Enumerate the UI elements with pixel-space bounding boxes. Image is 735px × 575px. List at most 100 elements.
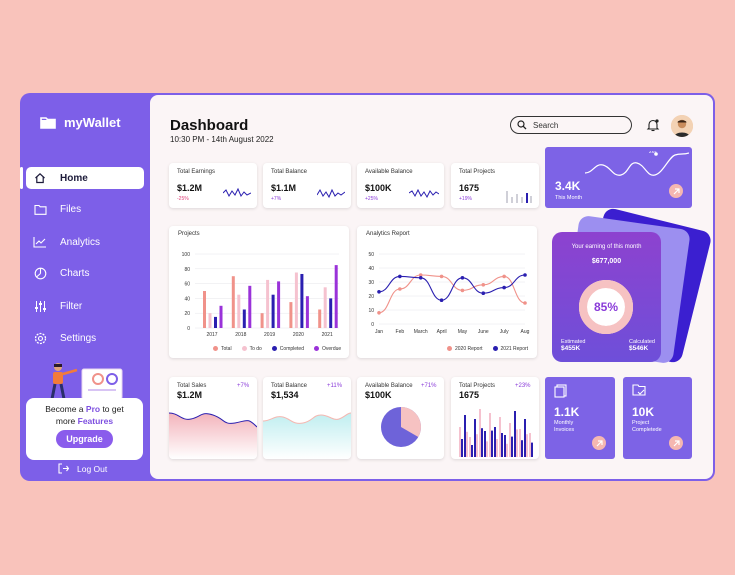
- balance-wave-chart: [263, 412, 351, 459]
- stat-change: +23%: [515, 383, 531, 389]
- mini-bar: [489, 413, 491, 457]
- y-tick-label: 60: [184, 282, 190, 288]
- stat-value: $1.1M: [271, 183, 297, 193]
- stat-change: -25%: [177, 196, 189, 202]
- mini-bar: [524, 419, 526, 457]
- bar: [294, 272, 298, 328]
- avatar[interactable]: [671, 115, 693, 137]
- projects-completed-card[interactable]: 10K Project Completede: [623, 377, 692, 459]
- monthly-invoices-card[interactable]: 1.1K Monthly Invoices: [545, 377, 615, 459]
- stat-change: +7%: [237, 383, 250, 389]
- bar: [237, 294, 241, 328]
- available-balance-card[interactable]: Available Balance +71% $100K: [357, 377, 444, 459]
- stat-card-total-balance[interactable]: Total Balance $1.1M +7%: [263, 163, 351, 208]
- stat-card-available-balance[interactable]: Available Balance $100K +25%: [357, 163, 444, 208]
- sidebar: myWallet Home Files Analytics Charts Fil…: [20, 93, 150, 481]
- total-sales-card[interactable]: Total Sales +7% $1.2M: [169, 377, 257, 459]
- total-balance-card[interactable]: Total Balance +11% $1,534: [263, 377, 351, 459]
- page-datetime: 10:30 PM - 14th August 2022: [170, 135, 274, 144]
- arrow-up-right-icon: [673, 187, 680, 194]
- y-tick-label: 0: [371, 322, 374, 328]
- bar: [208, 313, 212, 328]
- month-label: This Month: [555, 195, 583, 201]
- brand-name: myWallet: [64, 115, 121, 130]
- sales-wave-chart: [169, 412, 257, 459]
- sidebar-item-analytics[interactable]: Analytics: [26, 231, 144, 253]
- invoices-open-button[interactable]: [592, 436, 606, 450]
- y-tick-label: 20: [368, 294, 374, 300]
- mini-bar: [474, 419, 476, 457]
- mini-bar-chart: [506, 191, 532, 203]
- stat-value: 1675: [459, 183, 480, 193]
- mini-bar: [511, 436, 513, 457]
- data-point: [481, 291, 486, 295]
- bar: [266, 279, 270, 328]
- this-month-card[interactable]: 267 3.4K This Month: [545, 147, 692, 208]
- x-tick-label: June: [478, 329, 489, 335]
- stat-card-total-projects[interactable]: Total Projects 1675 +19%: [451, 163, 539, 208]
- peak-label: 267: [649, 151, 658, 155]
- legend-item-overdue: Overdue: [313, 346, 341, 352]
- sidebar-item-label: Settings: [60, 332, 97, 344]
- filter-icon: [28, 300, 52, 313]
- completed-label-a: Project: [632, 420, 650, 426]
- month-open-button[interactable]: [669, 184, 683, 198]
- x-tick-label: 2019: [264, 332, 275, 338]
- mini-bar: [521, 440, 523, 457]
- x-tick-label: 2017: [206, 332, 217, 338]
- projects-mini-bars: [459, 409, 533, 457]
- analytics-chart-card: Analytics Report 0 10 20 30 40 50 Jan Feb March A…: [357, 226, 537, 358]
- sidebar-item-home[interactable]: Home: [20, 167, 144, 189]
- y-tick-label: 0: [187, 326, 190, 332]
- mini-bar: [509, 423, 511, 457]
- x-tick-label: 2020: [293, 332, 304, 338]
- data-point: [460, 288, 465, 293]
- month-trend-line: 267: [585, 151, 689, 176]
- stat-change: +11%: [327, 383, 343, 389]
- stat-change: +7%: [271, 196, 282, 202]
- sidebar-item-files[interactable]: Files: [26, 198, 144, 220]
- projects-bar-chart: 0 20 40 60 80 100 2017 2018 2019 2020 2021: [182, 252, 339, 338]
- bar: [329, 298, 333, 328]
- total-projects-card[interactable]: Total Projects +23% 1675: [451, 377, 539, 459]
- mini-bar: [491, 430, 493, 457]
- projects-chart-card: Projects 0 20 40 60 80 100 2017 2018 2019 2020 202…: [169, 226, 349, 358]
- legend-item-completed: Completed: [271, 346, 304, 352]
- balance-pie-chart: [381, 407, 421, 447]
- upgrade-button[interactable]: Upgrade: [56, 430, 113, 448]
- sidebar-item-charts[interactable]: Charts: [26, 262, 144, 284]
- sidebar-item-settings[interactable]: Settings: [26, 327, 144, 349]
- x-tick-label: May: [458, 329, 468, 335]
- search-placeholder: Search: [533, 120, 559, 130]
- logout-button[interactable]: Log Out: [58, 463, 107, 474]
- mini-bar: [476, 434, 478, 457]
- completed-open-button[interactable]: [669, 436, 683, 450]
- sidebar-item-filter[interactable]: Filter: [26, 295, 144, 317]
- series-line: [378, 274, 526, 301]
- stat-label: Total Sales: [177, 383, 207, 389]
- stat-label: Total Balance: [271, 383, 308, 389]
- series-line: [378, 274, 526, 314]
- x-tick-label: 2021: [322, 332, 333, 338]
- x-tick-label: Jan: [375, 329, 383, 335]
- legend-item-2021: 2021 Report: [492, 346, 528, 352]
- folder-icon: [28, 204, 52, 215]
- stat-value: $1.2M: [177, 183, 203, 193]
- bell-icon[interactable]: [646, 118, 660, 132]
- earning-donut: 85%: [579, 280, 633, 334]
- earning-card[interactable]: Your earning of this month $677,000 85% …: [552, 232, 661, 362]
- search-input[interactable]: Search: [510, 116, 632, 134]
- mini-bar: [484, 431, 486, 457]
- bar: [203, 291, 206, 328]
- stat-card-total-earnings[interactable]: Total Earnings $1.2M -25%: [169, 163, 257, 208]
- page-title: Dashboard: [170, 117, 249, 134]
- wallet-folder-icon: [40, 117, 56, 129]
- bar: [271, 294, 275, 328]
- mini-bar: [499, 417, 501, 457]
- mini-bar: [504, 435, 506, 457]
- bar: [300, 273, 304, 328]
- bar: [277, 281, 281, 328]
- stat-label: Available Balance: [365, 383, 413, 389]
- brand-logo[interactable]: myWallet: [40, 115, 121, 130]
- y-tick-label: 10: [368, 308, 374, 314]
